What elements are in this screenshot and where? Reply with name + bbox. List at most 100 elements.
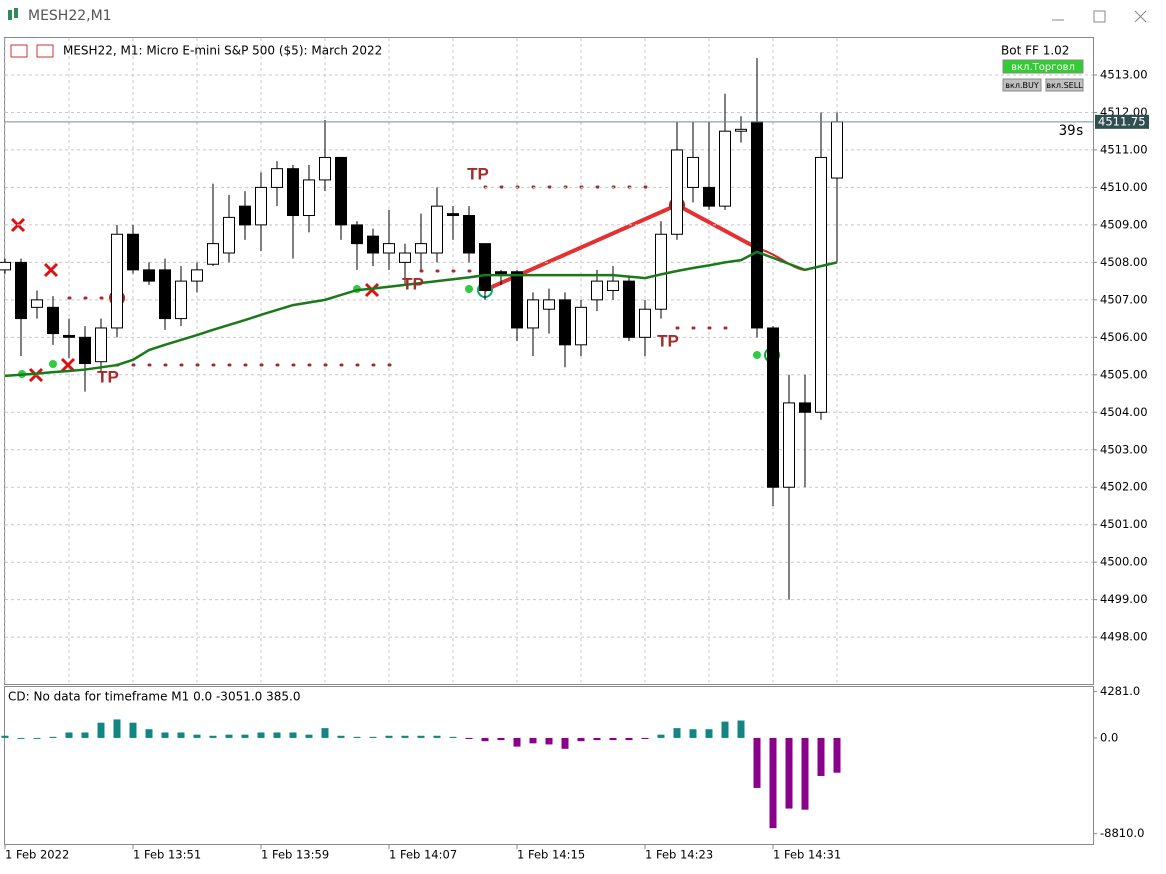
candle-body <box>175 280 187 320</box>
candle-body <box>767 327 779 488</box>
x-tick-label: 1 Feb 14:07 <box>389 848 457 862</box>
tp-label: TP <box>97 367 119 386</box>
histogram-bar <box>385 735 393 738</box>
histogram-bar <box>705 729 713 738</box>
chart-area <box>4 37 1094 685</box>
candle-body <box>543 299 555 310</box>
candle-body <box>815 156 827 413</box>
candle-body <box>255 186 267 226</box>
x-tick-label: 1 Feb 13:51 <box>133 848 201 862</box>
candle-body <box>0 261 11 271</box>
histogram-bar <box>481 737 489 742</box>
candle-body <box>607 280 619 291</box>
x-tick-label: 1 Feb 2022 <box>5 848 69 862</box>
candle-body <box>303 179 315 217</box>
y-tick-label: 4508.00 <box>1100 255 1148 269</box>
candle-body <box>31 299 43 308</box>
candle-body <box>319 156 331 181</box>
histogram-bar <box>769 737 777 829</box>
histogram-bar <box>449 736 457 738</box>
candle-body <box>623 280 635 338</box>
trade-button[interactable] <box>1002 59 1084 74</box>
y-tick-label: -8810.0 <box>1100 826 1144 840</box>
histogram-bar <box>321 728 329 738</box>
window-title: MESH22,M1 <box>28 8 112 24</box>
histogram-bar <box>721 721 729 738</box>
histogram-bar <box>193 734 201 738</box>
histogram-bar <box>241 734 249 738</box>
x-tick-label: 1 Feb 14:31 <box>773 848 841 862</box>
tp-label: TP <box>467 164 489 183</box>
y-tick-label: 4501.00 <box>1100 517 1148 531</box>
candle-body <box>271 168 283 188</box>
y-tick-label: 4502.00 <box>1100 480 1148 494</box>
histogram-bar <box>609 737 617 741</box>
bot-name: Bot FF 1.02 <box>1001 44 1069 58</box>
histogram-bar <box>753 737 761 788</box>
histogram-bar <box>177 732 185 738</box>
candle-body <box>335 156 347 226</box>
candle-body <box>191 269 203 282</box>
y-tick-label: 0.0 <box>1100 730 1118 744</box>
trade-button-label[interactable]: вкл.Торговл <box>1011 62 1075 73</box>
histogram-bar <box>81 732 89 738</box>
histogram-bar <box>673 728 681 738</box>
sell-button[interactable] <box>1045 78 1084 92</box>
y-tick-label: 4505.00 <box>1100 367 1148 381</box>
candle-body <box>575 306 587 346</box>
histogram-bar <box>513 737 521 747</box>
app-icon <box>8 8 18 20</box>
histogram-bar <box>97 722 105 738</box>
histogram-bar <box>273 732 281 738</box>
tp-label: TP <box>657 331 679 350</box>
candle-body <box>703 186 715 207</box>
candle-body <box>447 213 459 217</box>
sell-button-label[interactable]: вкл.SELL <box>1046 81 1083 90</box>
histogram-bar <box>785 737 793 809</box>
candle-body <box>495 271 507 275</box>
histogram-bar <box>289 732 297 738</box>
candle-body <box>735 128 747 132</box>
histogram-bar <box>401 735 409 738</box>
histogram-bar <box>593 737 601 741</box>
histogram-bar <box>161 732 169 738</box>
candle-body <box>479 243 491 291</box>
candle-body <box>159 269 171 320</box>
y-tick-label: 4506.00 <box>1100 330 1148 344</box>
candle-body <box>559 299 571 346</box>
candle-body <box>751 121 763 329</box>
candle-body <box>223 216 235 254</box>
y-tick-label: 4503.00 <box>1100 442 1148 456</box>
candle-body <box>511 271 523 329</box>
candle-body <box>591 280 603 301</box>
header-icons <box>10 44 54 58</box>
histogram-bar <box>65 732 73 738</box>
buy-button-label[interactable]: вкл.BUY <box>1005 81 1039 90</box>
histogram-bar <box>257 732 265 738</box>
chart-header: MESH22, M1: Micro E-mini S&P 500 ($5): M… <box>63 44 382 58</box>
histogram-bar <box>641 737 649 740</box>
window-controls[interactable] <box>1052 10 1147 23</box>
histogram-bar <box>433 735 441 738</box>
x-tick-label: 1 Feb 13:59 <box>261 848 329 862</box>
plot: 4498.00 4499.00 4500.00 4501.00 4502.00 4503.… <box>0 58 1149 862</box>
histogram-bar <box>369 736 377 738</box>
candle-body <box>639 308 651 338</box>
y-tick-label: 4513.00 <box>1100 67 1148 81</box>
y-tick-label: 4499.00 <box>1100 592 1148 606</box>
candle-body <box>383 243 395 254</box>
y-tick-label: 4507.00 <box>1100 292 1148 306</box>
indicator-area <box>4 686 1094 845</box>
candle-body <box>15 261 27 320</box>
candle-body <box>287 168 299 217</box>
histogram-bar <box>689 729 697 738</box>
histogram-bar <box>49 736 57 738</box>
histogram-bar <box>17 737 25 739</box>
candle-body <box>783 402 795 488</box>
histogram-bar <box>353 736 361 738</box>
buy-button[interactable] <box>1002 78 1042 92</box>
x-tick-label: 1 Feb 14:23 <box>645 848 713 862</box>
histogram-bar <box>577 737 585 742</box>
